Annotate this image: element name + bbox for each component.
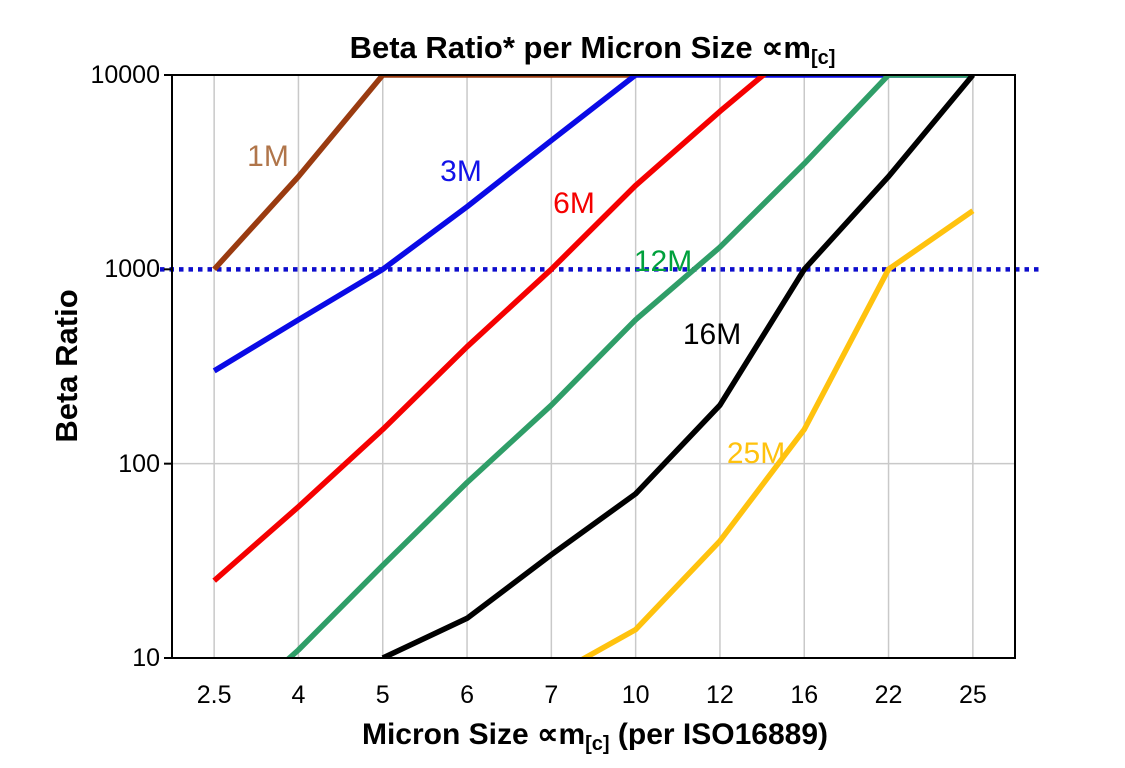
series-label-16M: 16M [682,318,742,351]
x-tick-label-6: 6 [460,681,474,709]
plot-border [171,74,1016,659]
x-tick-label-10: 10 [621,681,650,709]
x-axis-title: Micron Size ∝m[c] (per ISO16889) [110,717,1080,756]
x-axis-title-pre: Micron Size ∝m [361,718,586,751]
series-label-6M: 6M [553,187,595,220]
series-line-25M [579,208,975,658]
x-tick-label-4: 4 [291,681,306,709]
plot-frame [171,74,1016,659]
series-line-16M [381,75,976,658]
chart-title-text: Beta Ratio* per Micron Size ∝m [349,30,811,65]
gridlines [172,75,1015,658]
x-axis-title-subscript: [c] [585,733,610,755]
x-axis-title-post: (per ISO16889) [609,718,829,751]
series-line-12M [285,75,973,658]
x-tick-label-22: 22 [874,681,903,709]
series-label-1M: 1M [247,140,289,173]
series-lines [212,75,976,658]
series-line-6M [212,75,768,583]
series-label-12M: 12M [633,245,693,278]
y-tick-label-1000: 1000 [104,255,160,284]
x-tick-label-25: 25 [958,681,987,709]
x-tick-label-16: 16 [790,681,819,709]
chart-title: Beta Ratio* per Micron Size ∝m[c] [0,30,1125,70]
series-label-25M: 25M [726,437,786,470]
axis-ticks [164,74,172,659]
x-tick-label-12: 12 [706,681,734,709]
y-tick-label-10: 10 [132,644,160,672]
series-label-3M: 3M [440,155,482,188]
series-line-1M [212,75,636,272]
x-tick-label-7: 7 [544,681,559,709]
series-line-3M [212,75,973,374]
x-tick-label-5: 5 [375,681,390,709]
y-tick-label-10000: 10000 [90,61,160,89]
chart-title-subscript: [c] [810,47,836,69]
x-tick-label-2.5: 2.5 [196,681,232,709]
y-tick-label-100: 100 [118,449,160,478]
